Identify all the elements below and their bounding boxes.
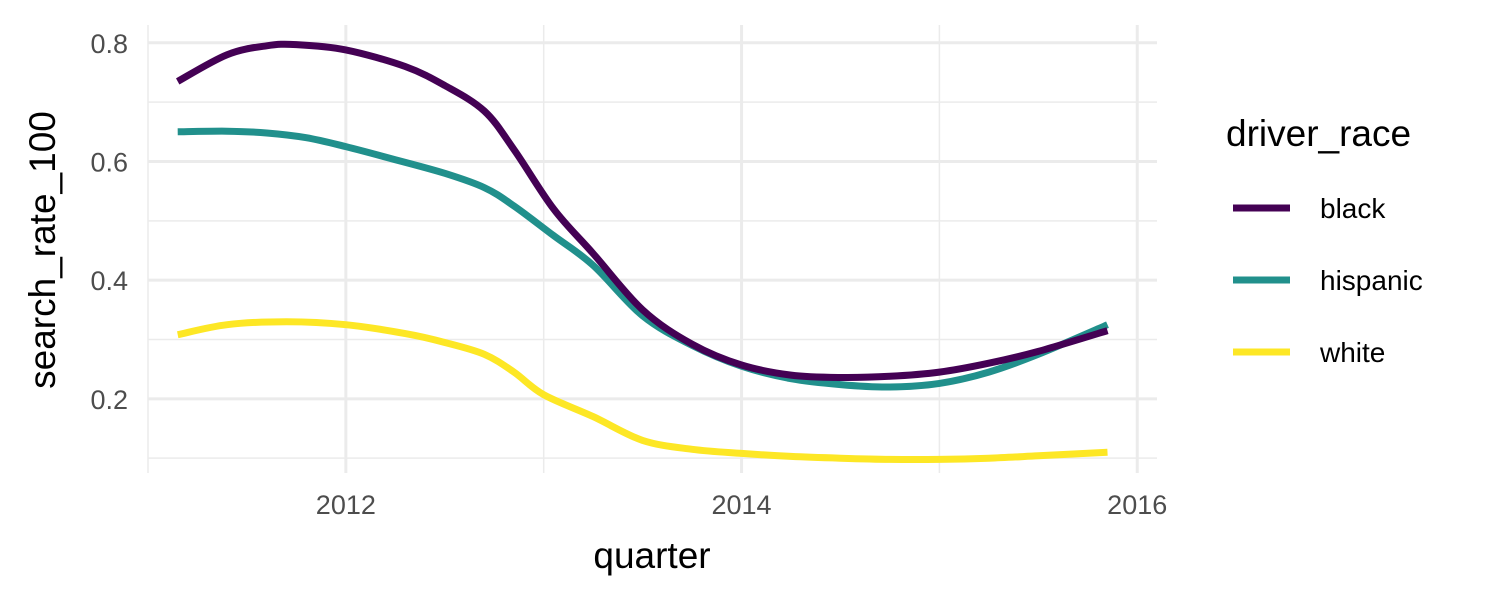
x-tick-label: 2012 [316,490,376,520]
x-tick-label: 2014 [711,490,771,520]
y-tick-label: 0.6 [90,147,128,177]
legend: driver_race black hispanic white [1226,113,1423,368]
grid [147,25,1157,473]
x-tick-label: 2016 [1107,490,1167,520]
series-line-black [175,40,1109,382]
legend-items: black hispanic white [1233,193,1423,368]
x-axis-title: quarter [593,535,710,576]
x-axis-ticks: 2012 2014 2016 [316,490,1167,520]
legend-title: driver_race [1226,113,1411,154]
series-line-white [176,318,1108,464]
legend-label-white: white [1319,337,1385,368]
series-line-hispanic [177,127,1109,391]
y-axis-title: search_rate_100 [22,111,63,389]
legend-label-hispanic: hispanic [1320,265,1423,296]
y-tick-label: 0.4 [90,266,128,296]
plot-series [175,40,1109,464]
legend-label-black: black [1320,193,1386,224]
y-tick-label: 0.2 [90,385,128,415]
y-tick-label: 0.8 [90,29,128,59]
y-axis-ticks: 0.2 0.4 0.6 0.8 [90,29,128,415]
